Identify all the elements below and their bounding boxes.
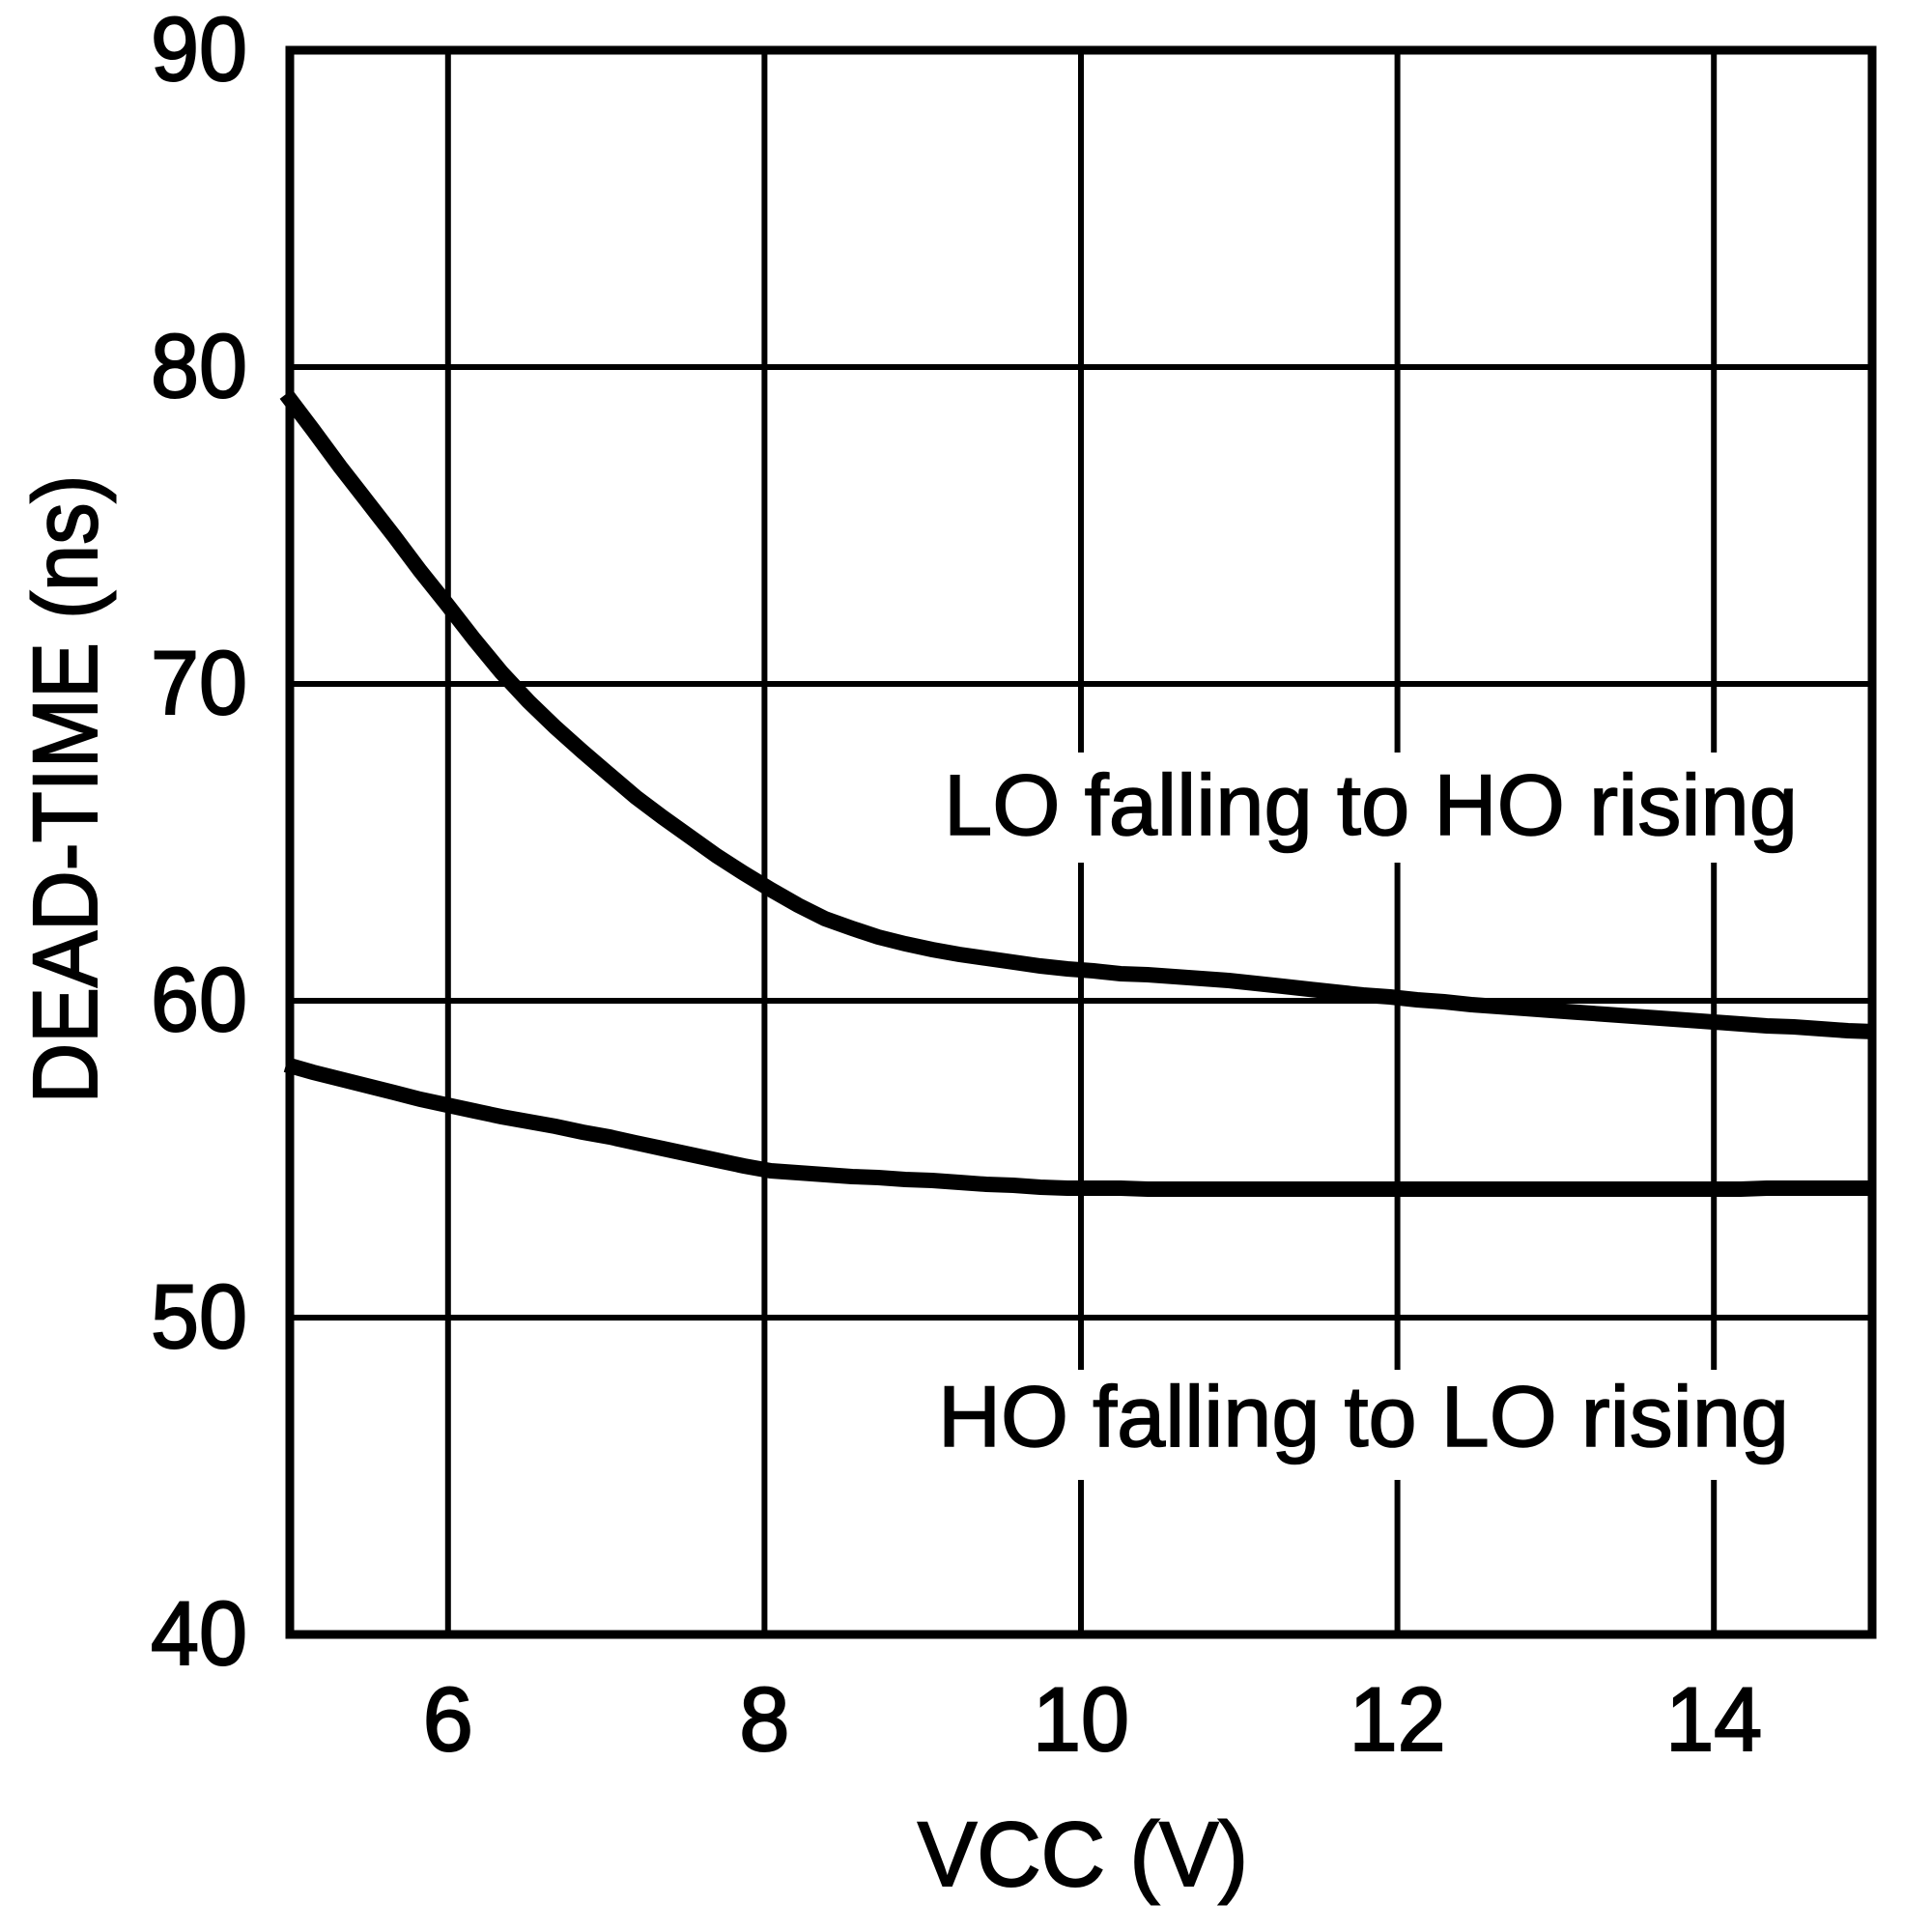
svg-text:6: 6	[423, 1668, 473, 1770]
svg-text:40: 40	[151, 1582, 247, 1684]
svg-text:80: 80	[151, 315, 247, 416]
svg-text:90: 90	[151, 0, 247, 99]
svg-text:DEAD-TIME (ns): DEAD-TIME (ns)	[14, 475, 117, 1104]
svg-text:LO falling to HO rising: LO falling to HO rising	[944, 756, 1798, 853]
svg-text:60: 60	[151, 949, 247, 1050]
svg-text:12: 12	[1350, 1668, 1446, 1770]
svg-text:14: 14	[1665, 1668, 1762, 1770]
svg-text:70: 70	[151, 632, 247, 733]
svg-text:8: 8	[739, 1668, 789, 1770]
svg-text:50: 50	[151, 1265, 247, 1367]
svg-text:HO falling to LO rising: HO falling to LO rising	[938, 1368, 1789, 1464]
svg-text:VCC (V): VCC (V)	[918, 1804, 1248, 1906]
svg-text:10: 10	[1033, 1668, 1129, 1770]
